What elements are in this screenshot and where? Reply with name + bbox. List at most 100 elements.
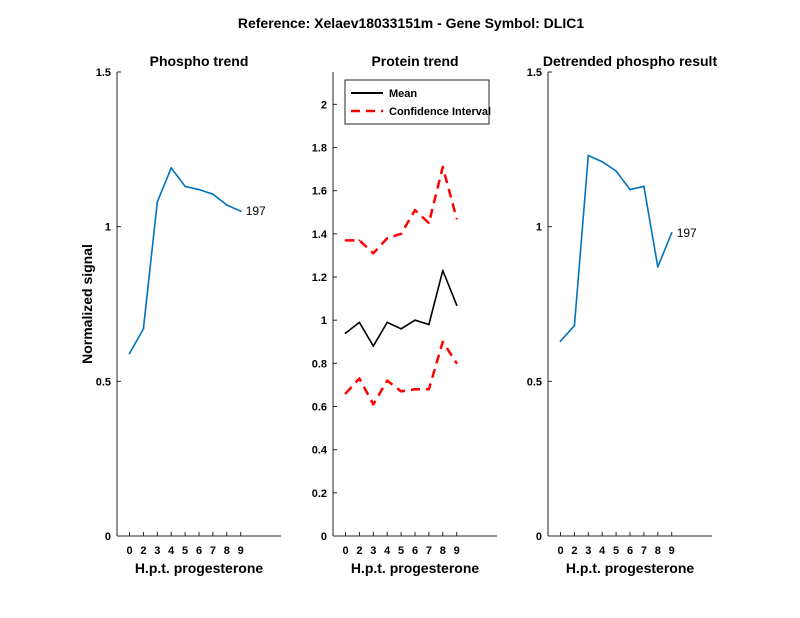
series-line-1 [128,167,242,354]
data-point [386,379,389,382]
legend-box [344,79,490,125]
x-tick-label: 7 [210,545,216,557]
y-tick-label: 1 [321,315,327,327]
panel-title: Phospho trend [150,53,249,69]
series-line-1 [345,269,458,347]
x-tick-label: 8 [224,545,230,557]
figure-title: Reference: Xelaev18033151m - Gene Symbol… [238,15,584,31]
data-point [170,166,173,169]
x-tick-label: 2 [356,545,362,557]
y-axis-label: Normalized signal [79,244,95,364]
data-point [629,188,631,191]
data-point [142,327,145,330]
data-point [400,390,403,393]
y-tick-label: 1.5 [527,67,542,79]
data-point [615,170,618,172]
series-line-2 [345,165,458,255]
data-point [414,319,416,322]
x-tick-label: 3 [585,545,591,557]
data-point [601,160,604,163]
data-point [211,193,214,196]
y-tick-label: 1 [105,222,111,234]
x-axis-label: H.p.t. progesterone [351,560,480,576]
x-tick-label: 9 [669,545,675,557]
data-point [642,185,645,188]
x-tick-label: 9 [454,545,460,557]
x-tick-label: 5 [182,545,188,557]
data-point [344,392,347,395]
data-point [358,321,361,324]
x-tick-label: 0 [126,545,132,557]
x-tick-label: 6 [196,545,202,557]
data-point [198,188,200,191]
y-tick-label: 1.2 [312,272,327,284]
data-point [239,210,242,213]
x-tick-label: 7 [426,545,432,557]
x-tick-label: 3 [154,545,160,557]
y-tick-label: 0 [321,531,327,543]
data-point [358,239,361,242]
data-point [386,237,389,240]
data-point [225,204,228,206]
y-tick-label: 1.4 [312,229,328,241]
data-point [372,252,375,255]
legend-entry: Confidence Interval [389,106,491,118]
x-tick-label: 7 [641,545,647,557]
data-point [400,327,403,330]
legend: Mean Confidence Interval [344,79,491,125]
x-tick-label: 2 [571,545,577,557]
data-point [455,304,458,306]
data-point [344,332,347,335]
y-tick-label: 0.5 [527,376,542,388]
x-tick-label: 3 [370,545,376,557]
panel-2: 00.20.40.60.811.21.41.61.820 2 3 4 5 6 7 8 9Prot… [312,53,497,576]
x-tick-label: 4 [384,545,391,557]
panel-title: Protein trend [371,53,458,69]
y-tick-label: 0 [536,531,542,543]
data-point [441,340,444,343]
y-tick-label: 0 [105,531,111,543]
data-point [344,239,347,242]
y-tick-label: 0.5 [96,376,111,388]
y-tick-label: 2 [321,99,327,111]
y-tick-label: 1.5 [96,67,111,79]
data-point [455,217,458,220]
data-point [427,222,430,224]
data-point [670,231,673,234]
y-tick-label: 1.6 [312,186,327,198]
series-end-label: 197 [246,204,266,218]
x-tick-label: 5 [398,545,404,557]
y-tick-label: 0.2 [312,488,327,500]
y-tick-label: 0.4 [312,445,328,457]
y-tick-label: 0.8 [312,358,327,370]
data-point [358,377,361,380]
panel-title: Detrended phospho result [543,53,718,69]
y-tick-label: 0.6 [312,402,327,414]
x-axis-label: H.p.t. progesterone [135,560,264,576]
data-point [372,345,375,347]
x-tick-label: 9 [238,545,244,557]
data-point [414,209,416,212]
data-point [400,232,403,235]
x-tick-label: 6 [627,545,633,557]
data-point [386,321,389,324]
series-line-3 [344,340,458,406]
x-tick-label: 0 [342,545,348,557]
data-point [559,340,562,343]
data-point [156,201,159,203]
data-point [414,388,416,391]
legend-entry: Mean [389,88,417,100]
x-tick-label: 0 [557,545,563,557]
x-tick-label: 4 [599,545,606,557]
y-tick-label: 1 [536,222,542,234]
y-tick-label: 1.8 [312,143,327,155]
data-point [573,324,576,327]
data-point [427,388,430,391]
data-point [587,154,590,157]
data-point [128,352,131,355]
series-end-label: 197 [677,226,697,240]
x-axis-label: H.p.t. progesterone [566,560,695,576]
x-tick-label: 8 [655,545,661,557]
